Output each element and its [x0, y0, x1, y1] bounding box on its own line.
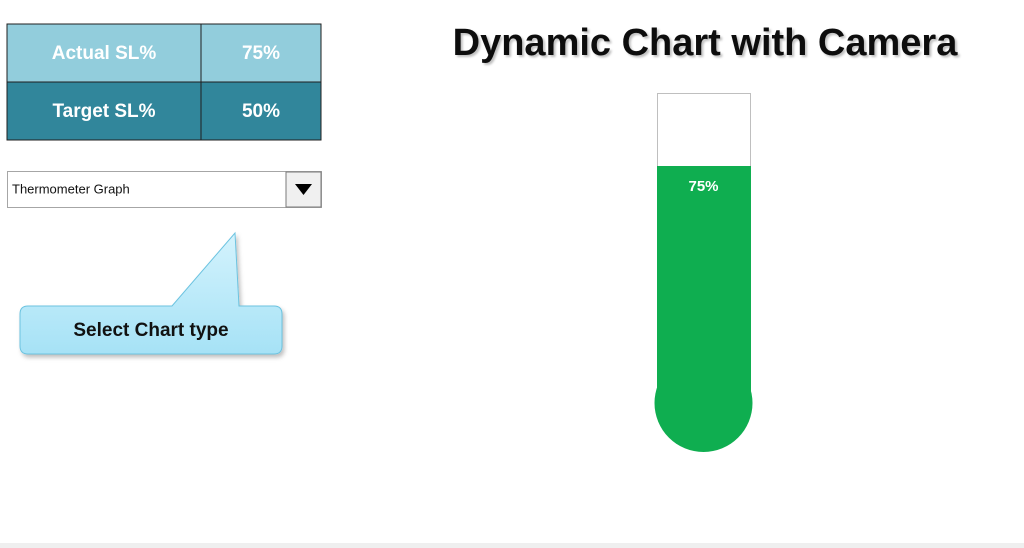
- dropdown[interactable]: Thermometer Graph: [7, 171, 322, 208]
- cell: 50%: [242, 101, 280, 122]
- level: [657, 166, 751, 403]
- thermometer: 75%: [654, 93, 753, 452]
- callout-text: Select Chart type: [73, 320, 228, 341]
- cell: Actual SL%: [52, 43, 157, 64]
- dropdown-box[interactable]: [7, 171, 322, 208]
- status-strip: [0, 543, 1024, 548]
- cell: 75%: [242, 43, 280, 64]
- dropdown-arrow[interactable]: [295, 184, 312, 195]
- row-bg: [6, 81, 322, 141]
- cell: Target SL%: [52, 101, 155, 122]
- callout: [19, 231, 283, 355]
- value-label: 75%: [688, 178, 718, 195]
- row-bg: [6, 23, 322, 83]
- kpi-table: Actual SL% 75% Target SL% 50%: [6, 23, 322, 141]
- callout-shape: [19, 231, 283, 355]
- chart-title: Dynamic Chart with Camera: [453, 22, 959, 64]
- dropdown-value[interactable]: Thermometer Graph: [12, 181, 130, 196]
